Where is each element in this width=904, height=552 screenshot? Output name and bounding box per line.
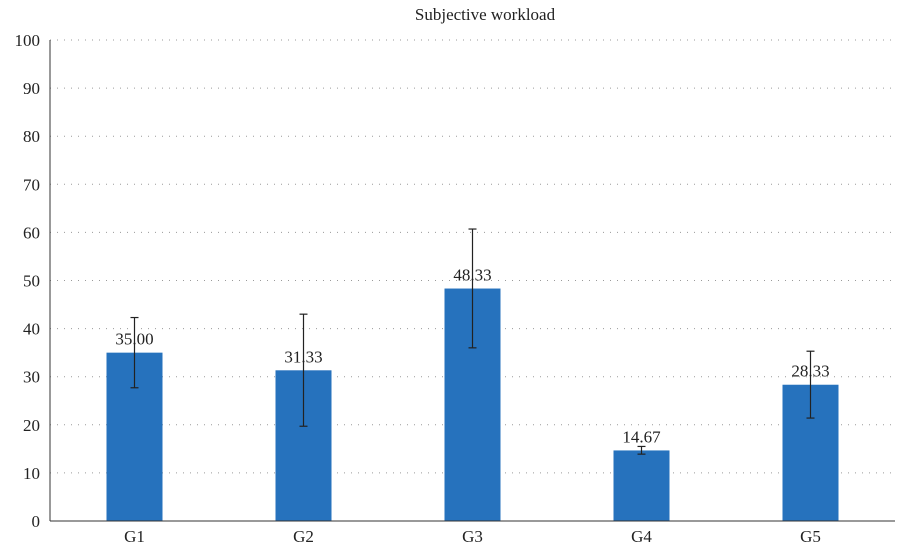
grid-lines: [50, 39, 895, 474]
y-tick-label: 10: [23, 464, 40, 483]
data-label-g3: 48.33: [453, 266, 491, 285]
y-tick-label: 60: [23, 223, 40, 242]
y-tick-label: 0: [32, 512, 41, 531]
y-tick-label: 70: [23, 175, 40, 194]
x-axis-ticks: G1 G2 G3 G4 G5: [124, 527, 821, 546]
error-bars: [130, 228, 815, 455]
bar-g4: [613, 450, 670, 521]
chart-title: Subjective workload: [415, 5, 556, 24]
x-tick-label: G4: [631, 527, 652, 546]
y-tick-label: 50: [23, 272, 40, 291]
x-tick-label: G1: [124, 527, 145, 546]
error-bar-g3: [468, 228, 477, 349]
error-bar-g5: [806, 350, 815, 419]
error-bar-g1: [130, 316, 139, 389]
data-labels: 35.00 31.33 48.33 14.67 28.33: [115, 266, 829, 447]
y-tick-label: 80: [23, 127, 40, 146]
error-bar-g4: [637, 445, 646, 455]
y-tick-label: 20: [23, 416, 40, 435]
data-label-g1: 35.00: [115, 330, 153, 349]
y-tick-label: 40: [23, 320, 40, 339]
y-tick-label: 30: [23, 368, 40, 387]
data-label-g2: 31.33: [284, 347, 322, 366]
error-bar-g2: [299, 313, 308, 427]
y-axis-ticks: 0 10 20 30 40 50 60 70 80 90 100: [15, 31, 41, 531]
data-label-g5: 28.33: [791, 362, 829, 381]
x-tick-label: G2: [293, 527, 314, 546]
data-label-g4: 14.67: [622, 427, 661, 446]
y-tick-label: 90: [23, 79, 40, 98]
x-tick-label: G3: [462, 527, 483, 546]
x-tick-label: G5: [800, 527, 821, 546]
y-tick-label: 100: [15, 31, 41, 50]
